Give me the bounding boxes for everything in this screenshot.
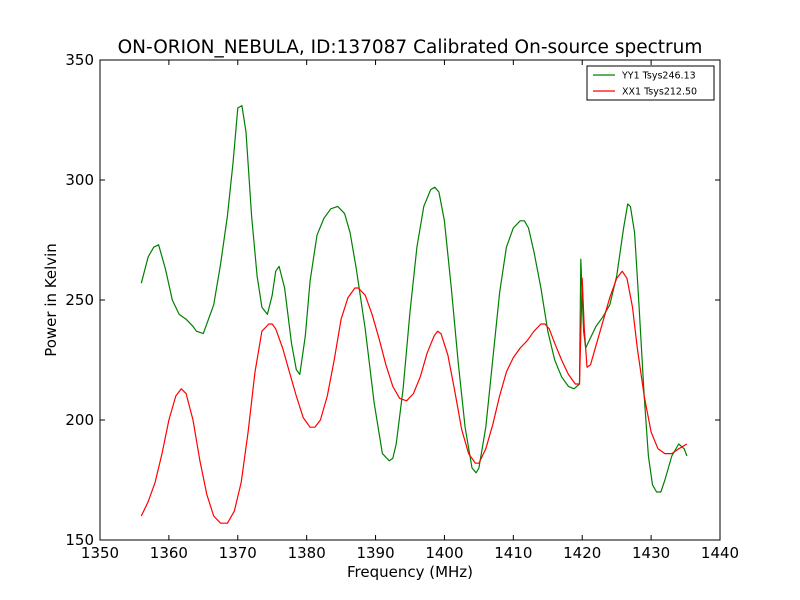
- series-line-2: [140, 270, 688, 524]
- y-axis-ticks: 150 200 250 300 350: [65, 51, 720, 549]
- x-axis-label: Frequency (MHz): [347, 563, 473, 581]
- x-axis-ticks: 1350 1360 1370 1380 1390 1400 1410 1420 1430 1440: [81, 60, 739, 562]
- x-tick-label: 1370: [219, 544, 257, 562]
- y-tick-label: 350: [65, 51, 94, 69]
- legend-label-2: XX1 Tsys212.50: [622, 87, 697, 98]
- plot-area: [100, 60, 720, 540]
- legend-box: [586, 65, 715, 101]
- x-tick-label: 1360: [150, 544, 188, 562]
- x-tick-label: 1400: [425, 544, 463, 562]
- x-tick-label: 1380: [288, 544, 326, 562]
- y-tick-label: 250: [65, 291, 94, 309]
- x-tick-label: 1420: [563, 544, 601, 562]
- y-tick-label: 150: [65, 531, 94, 549]
- plot-frame: [99, 59, 721, 541]
- series-layer: [140, 104, 688, 524]
- y-axis-label: Power in Kelvin: [42, 243, 60, 357]
- series-line-1: [140, 104, 688, 493]
- legend: YY1 Tsys246.13 XX1 Tsys212.50: [586, 65, 715, 101]
- y-tick-label: 200: [65, 411, 94, 429]
- chart-title: ON-ORION_NEBULA, ID:137087 Calibrated On…: [118, 37, 703, 58]
- x-tick-label: 1430: [632, 544, 670, 562]
- x-tick-label: 1440: [701, 544, 739, 562]
- x-tick-label: 1350: [81, 544, 119, 562]
- y-tick-label: 300: [65, 171, 94, 189]
- legend-label-1: YY1 Tsys246.13: [621, 71, 696, 82]
- x-tick-label: 1410: [494, 544, 532, 562]
- x-tick-label: 1390: [356, 544, 394, 562]
